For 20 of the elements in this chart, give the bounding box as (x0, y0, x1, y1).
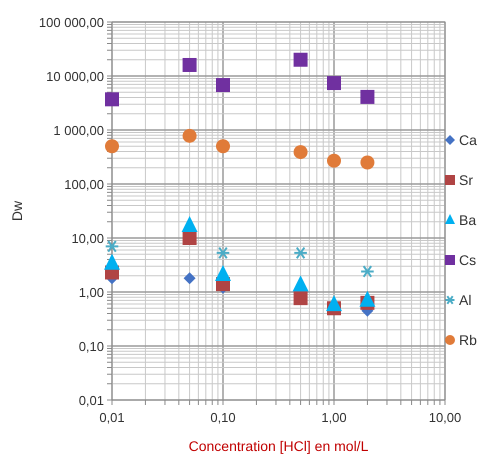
y-axis-title: Dw (9, 200, 25, 222)
x-tick-label: 10,00 (428, 410, 462, 425)
legend-label: Ba (459, 212, 476, 228)
legend-label: Cs (459, 252, 476, 268)
x-tick-label: 0,10 (210, 410, 236, 425)
y-tick-label: 1 000,00 (53, 123, 104, 138)
y-tick-label: 1,00 (78, 285, 104, 300)
legend-label: Al (459, 292, 472, 308)
y-tick-label: 10,00 (71, 231, 104, 246)
x-tick-label: 1,00 (321, 410, 347, 425)
y-tick-label: 100 000,00 (38, 15, 104, 30)
x-axis-title: Concentration [HCl] en mol/L (188, 438, 369, 454)
x-tick-label: 0,01 (99, 410, 125, 425)
legend-label: Ca (459, 132, 478, 148)
legend-label: Rb (459, 332, 478, 348)
y-tick-label: 0,10 (78, 339, 104, 354)
y-tick-label: 100,00 (64, 177, 104, 192)
legend-label: Sr (459, 172, 474, 188)
y-tick-label: 10 000,00 (46, 69, 104, 84)
y-tick-label: 0,01 (78, 393, 104, 408)
